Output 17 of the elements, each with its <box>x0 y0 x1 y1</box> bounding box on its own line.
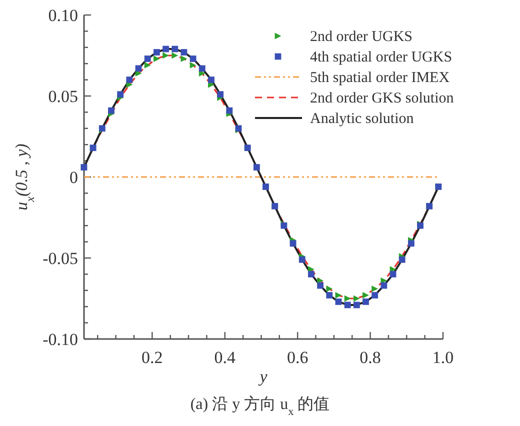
legend-label: 2nd order UGKS <box>310 29 412 45</box>
legend-label: 4th spatial order UGKS <box>310 50 452 66</box>
y-tick-label: -0.05 <box>42 249 78 268</box>
y-tick-label: 0 <box>70 168 78 187</box>
x-tick-label: 1.0 <box>432 348 454 367</box>
y-tick-label: 0.10 <box>48 6 78 25</box>
legend-label: 2nd order GKS solution <box>310 90 454 106</box>
legend-label: 5th spatial order IMEX <box>310 70 450 86</box>
x-tick-label: 0.2 <box>142 348 163 367</box>
text: (a) 沿 y 方向 u$_{x}$ 的值 <box>190 395 330 418</box>
legend-label: Analytic solution <box>310 111 414 127</box>
x-tick-label: 0.6 <box>286 348 308 367</box>
x-tick-label: 0.4 <box>214 348 236 367</box>
y-tick-label: 0.05 <box>48 87 78 106</box>
x-axis-title: y <box>258 367 268 386</box>
x-tick-label: 0.8 <box>360 348 381 367</box>
y-tick-label: -0.10 <box>42 330 78 349</box>
